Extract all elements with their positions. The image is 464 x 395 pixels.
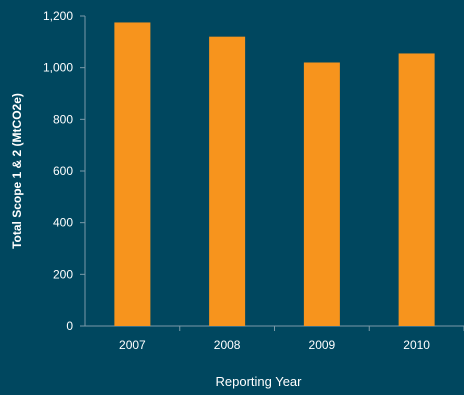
bar-2007 [114, 22, 151, 326]
y-axis-title: Total Scope 1 & 2 (MtCO2e) [10, 93, 24, 249]
bar-2010 [398, 53, 435, 326]
y-tick-label: 0 [66, 319, 73, 333]
y-tick-label: 1,200 [43, 9, 73, 23]
x-axis-ticks: 2007 2008 2009 2010 [119, 326, 464, 352]
y-tick-label: 800 [53, 112, 73, 126]
bars [114, 22, 435, 327]
x-tick-label: 2008 [214, 338, 241, 352]
x-tick-label: 2009 [309, 338, 336, 352]
x-axis-title: Reporting Year [215, 374, 302, 389]
y-tick-label: 200 [53, 267, 73, 281]
y-tick-label: 1,000 [43, 61, 73, 75]
bar-2008 [209, 36, 246, 327]
x-tick-label: 2010 [403, 338, 430, 352]
y-tick-label: 400 [53, 216, 73, 230]
x-tick-label: 2007 [119, 338, 146, 352]
y-axis-ticks: 0 200 400 600 800 1,000 1,200 [43, 9, 85, 333]
y-tick-label: 600 [53, 164, 73, 178]
bar-2009 [303, 62, 340, 326]
